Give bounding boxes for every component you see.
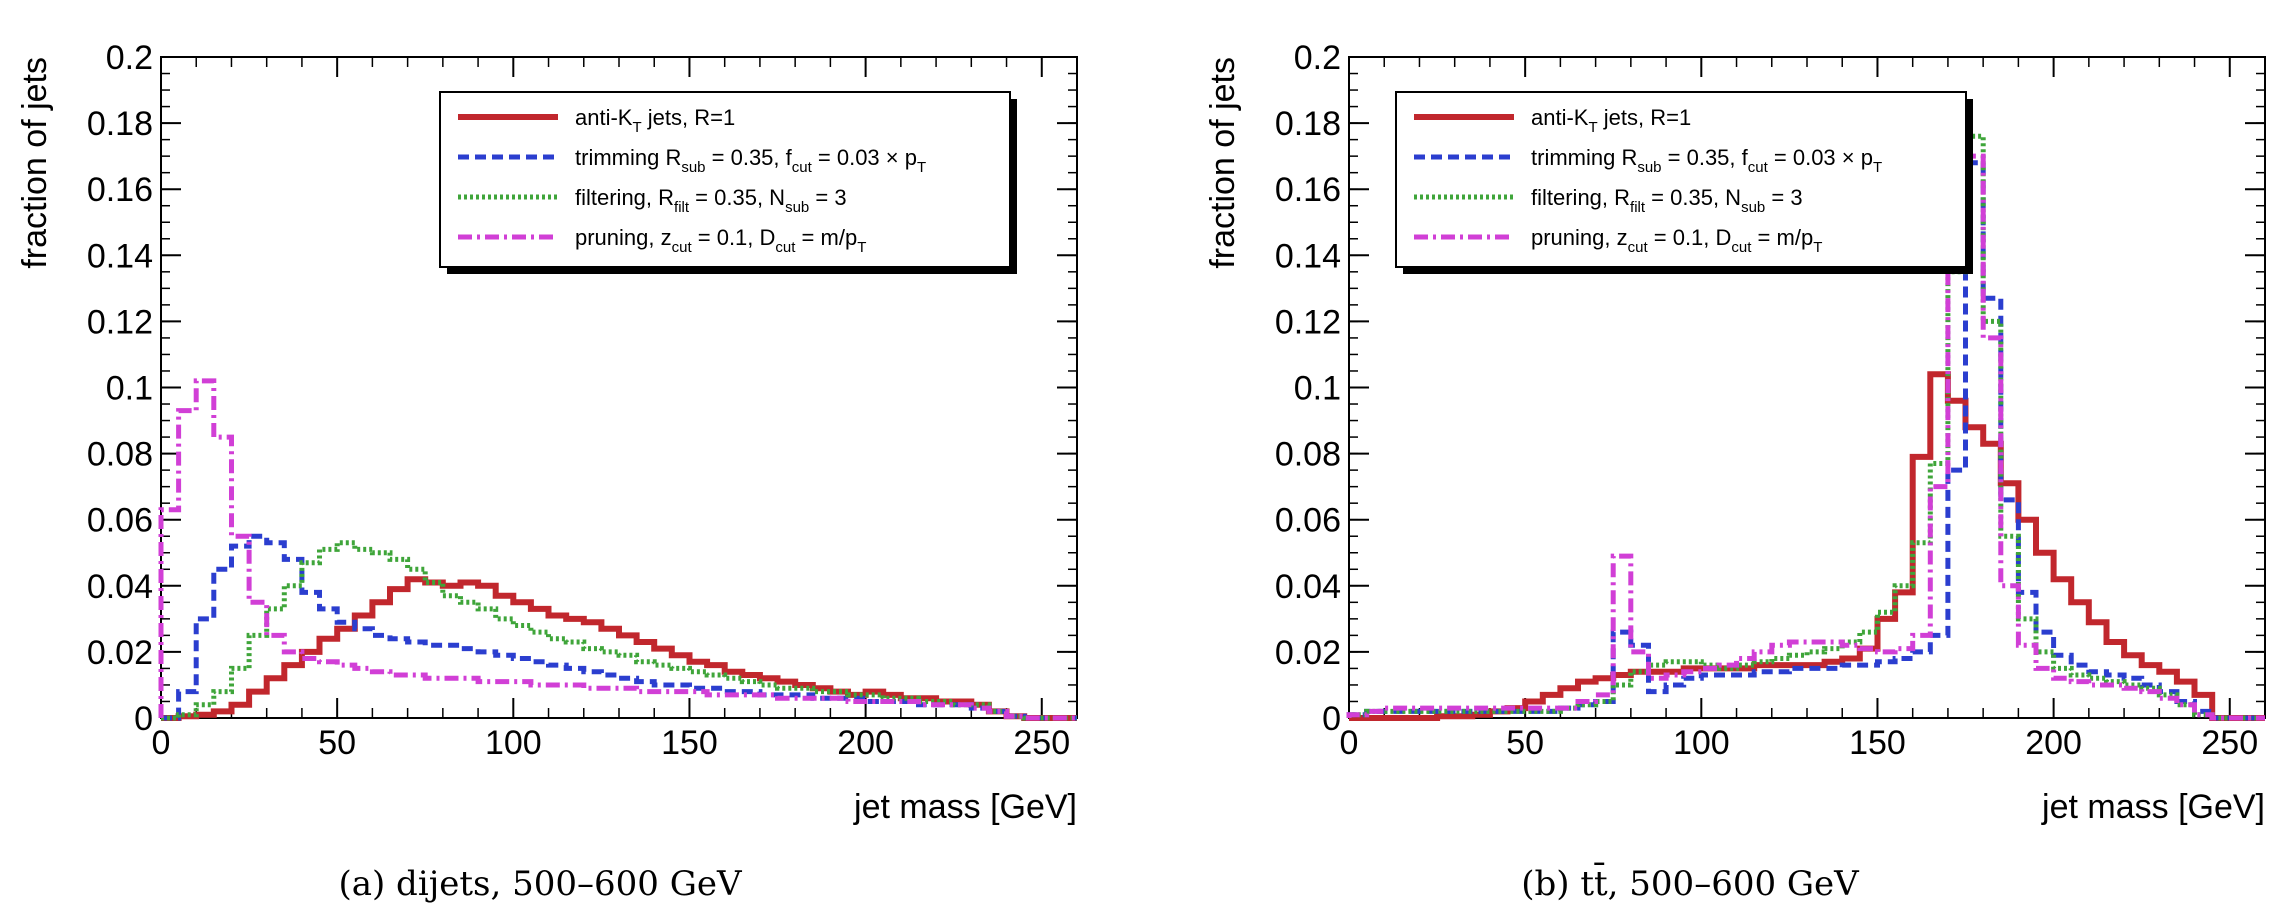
series-antikt-histogram [161,576,1077,721]
y-tick-label: 0.18 [87,105,153,143]
y-tick-label: 0.12 [87,303,153,341]
legend-antikt-label: anti-KT jets, R=1 [1531,105,1691,136]
legend-filtering-label: filtering, Rfilt = 0.35, Nsub = 3 [575,185,847,216]
chart-caption: (b) tt̄, 500–600 GeV [1521,862,1860,904]
x-tick-label: 150 [1849,724,1906,762]
x-tick-label: 250 [2201,724,2258,762]
x-tick-label: 100 [1673,724,1730,762]
x-axis-title: jet mass [GeV] [2041,788,2265,826]
y-tick-label: 0.18 [1275,105,1341,143]
y-tick-label: 0.12 [1275,303,1341,341]
legend-pruning-label: pruning, zcut = 0.1, Dcut = m/pT [1531,225,1822,256]
legend-box [439,91,1011,268]
x-axis-title: jet mass [GeV] [853,788,1077,826]
y-tick-label: 0.08 [87,436,153,474]
x-tick-label: 50 [318,724,356,762]
series-pruning-histogram [1346,153,2265,721]
y-tick-label: 0.08 [1275,436,1341,474]
y-tick-label: 0.16 [1275,171,1341,209]
y-tick-label: 0.04 [1275,568,1341,606]
legend-trimming-label: trimming Rsub = 0.35, fcut = 0.03 × pT [1531,145,1882,176]
x-tick-label: 150 [661,724,718,762]
y-tick-label: 0.14 [87,237,153,275]
y-tick-label: 0 [1322,700,1341,738]
series-pruning-histogram [158,378,1077,721]
y-tick-label: 0.2 [1294,39,1341,77]
y-tick-label: 0.06 [1275,502,1341,540]
y-tick-label: 0.14 [1275,237,1341,275]
x-tick-label: 50 [1506,724,1544,762]
series-antikt-histogram [1349,371,2265,721]
x-tick-label: 200 [837,724,894,762]
y-axis-title: fraction of jets [1204,57,1242,269]
legend-filtering-label: filtering, Rfilt = 0.35, Nsub = 3 [1531,185,1803,216]
x-tick-label: 250 [1013,724,1070,762]
x-tick-label: 0 [1340,724,1359,762]
x-tick-label: 100 [485,724,542,762]
chart-caption: (a) dijets, 500–600 GeV [338,864,743,904]
series-trimming-histogram [161,533,1077,721]
y-tick-label: 0.02 [87,634,153,672]
legend-trimming-label: trimming Rsub = 0.35, fcut = 0.03 × pT [575,145,926,176]
legend-pruning-label: pruning, zcut = 0.1, Dcut = m/pT [575,225,866,256]
y-tick-label: 0.1 [106,370,153,408]
y-tick-label: 0.06 [87,502,153,540]
chart-dijets: 0 50 100 150 200 250 0 0.02 0.04 0.06 0.08 0.1 0.12 0… [16,39,1078,904]
y-tick-label: 0.16 [87,171,153,209]
x-tick-label: 200 [2025,724,2082,762]
legend-box [1395,91,1967,268]
y-tick-label: 0.04 [87,568,153,606]
legend-antikt-label: anti-KT jets, R=1 [575,105,735,136]
chart-ttbar: 0 50 100 150 200 250 0 0.02 0.04 0.06 0.08 0.1 0.12 0… [1204,39,2266,904]
y-axis-title: fraction of jets [16,57,54,269]
y-tick-label: 0 [134,700,153,738]
y-tick-label: 0.02 [1275,634,1341,672]
x-tick-label: 0 [152,724,171,762]
y-tick-label: 0.2 [106,39,153,77]
y-tick-label: 0.1 [1294,370,1341,408]
